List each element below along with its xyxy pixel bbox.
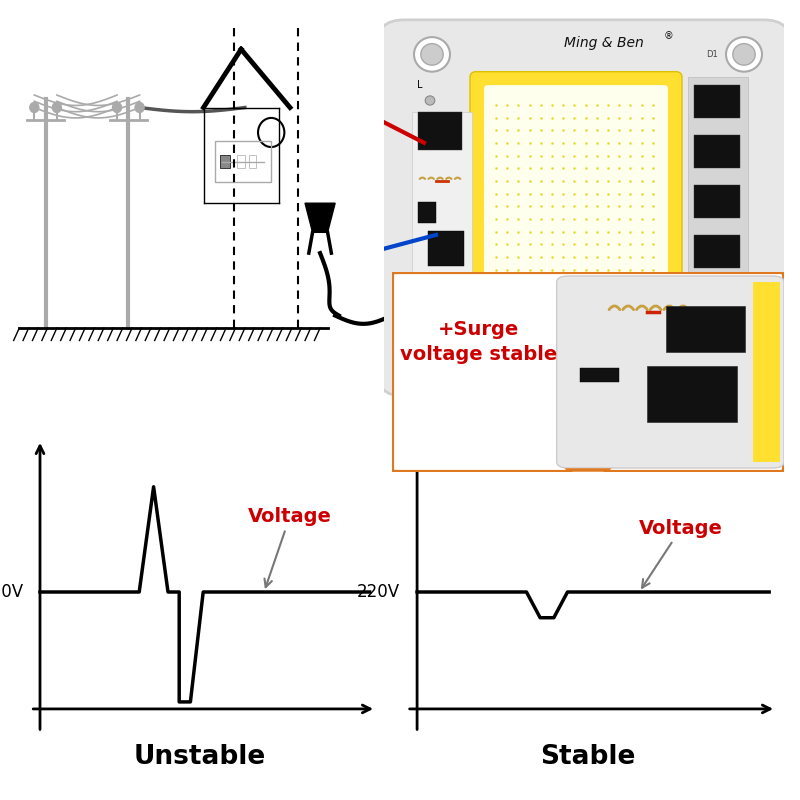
Bar <box>694 85 740 118</box>
Bar <box>249 155 256 168</box>
FancyBboxPatch shape <box>557 276 784 468</box>
Circle shape <box>726 325 762 360</box>
FancyArrowPatch shape <box>637 306 647 310</box>
Circle shape <box>30 102 39 113</box>
Bar <box>666 306 745 352</box>
Circle shape <box>414 325 450 360</box>
Bar <box>694 285 740 318</box>
FancyArrowPatch shape <box>650 306 661 310</box>
Text: CE  RoHS: CE RoHS <box>602 345 646 355</box>
FancyArrowPatch shape <box>455 178 460 179</box>
FancyArrowPatch shape <box>609 306 620 310</box>
Bar <box>412 112 472 304</box>
Bar <box>694 135 740 168</box>
Bar <box>238 155 245 168</box>
Text: Ming & Ben: Ming & Ben <box>564 36 644 50</box>
Text: +Surge
voltage stable: +Surge voltage stable <box>400 320 557 364</box>
Polygon shape <box>568 470 608 492</box>
FancyArrowPatch shape <box>664 306 674 310</box>
FancyArrowPatch shape <box>446 178 451 179</box>
Bar <box>580 368 619 382</box>
Bar <box>694 185 740 218</box>
Circle shape <box>421 332 443 353</box>
Text: ®: ® <box>664 31 674 41</box>
FancyBboxPatch shape <box>484 85 668 323</box>
Bar <box>694 235 740 267</box>
Text: D1: D1 <box>706 50 718 59</box>
Text: L: L <box>418 80 422 90</box>
Text: Stable: Stable <box>540 744 636 770</box>
Bar <box>221 155 230 168</box>
Bar <box>428 231 464 266</box>
FancyArrowPatch shape <box>678 306 689 310</box>
FancyArrowPatch shape <box>429 178 434 179</box>
Bar <box>688 78 748 331</box>
Bar <box>418 112 462 150</box>
Text: !: ! <box>550 358 554 365</box>
Text: Unstable: Unstable <box>134 744 266 770</box>
Text: Voltage: Voltage <box>248 507 332 587</box>
FancyBboxPatch shape <box>392 272 784 472</box>
Circle shape <box>726 37 762 72</box>
Bar <box>418 202 436 223</box>
FancyBboxPatch shape <box>376 20 792 396</box>
FancyArrowPatch shape <box>420 178 425 179</box>
Text: 220V: 220V <box>0 583 24 601</box>
Text: 220V: 220V <box>357 583 400 601</box>
Circle shape <box>733 44 755 65</box>
Circle shape <box>421 44 443 65</box>
Text: N: N <box>416 306 424 317</box>
Circle shape <box>135 102 144 113</box>
Circle shape <box>52 102 62 113</box>
Circle shape <box>113 102 122 113</box>
Circle shape <box>426 96 435 105</box>
Text: Voltage: Voltage <box>639 518 723 588</box>
FancyArrowPatch shape <box>622 306 634 310</box>
FancyArrowPatch shape <box>438 178 442 179</box>
Circle shape <box>733 332 755 353</box>
Bar <box>646 366 737 422</box>
Bar <box>753 282 780 462</box>
Polygon shape <box>305 203 335 232</box>
Circle shape <box>426 284 435 294</box>
Circle shape <box>414 37 450 72</box>
Bar <box>214 141 271 182</box>
FancyBboxPatch shape <box>470 72 682 337</box>
